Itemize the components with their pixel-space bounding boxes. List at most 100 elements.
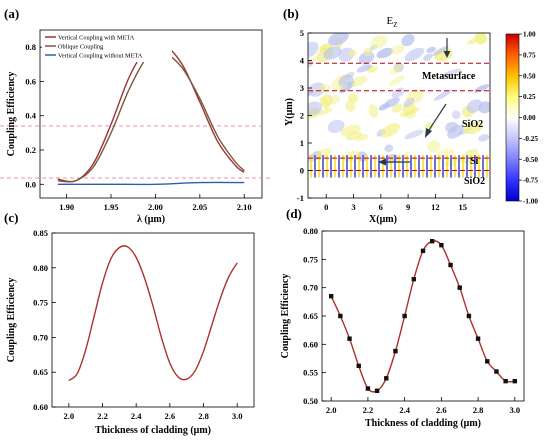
- guided-mode-stripe: [474, 155, 476, 178]
- panel-d-chart: 2.0 2.2 2.4 2.6 2.8 3.0 0.50 0.55 0.60 0.65 0.70 0.…: [280, 226, 525, 429]
- y-tick-label: 0.60: [33, 402, 48, 412]
- field-lobe: [323, 46, 342, 60]
- field-lobe: [312, 148, 333, 160]
- panel-a-plot-frame: [39, 29, 263, 199]
- y-tick-label: 1: [300, 138, 304, 148]
- field-lobe: [370, 35, 388, 49]
- field-lobe: [451, 110, 461, 120]
- guided-mode-stripe: [454, 155, 456, 178]
- guided-mode-stripe: [382, 155, 384, 178]
- legend-entry-2: Oblique Coupling: [58, 44, 104, 51]
- panel-a-ylabel: Coupling Efficiency: [6, 72, 17, 157]
- guided-mode-stripe: [482, 155, 484, 178]
- panel-b-title: EZ: [386, 15, 397, 29]
- guided-mode-stripe: [446, 155, 448, 178]
- field-lobe: [355, 133, 369, 142]
- panel-d-xlabel: Thickness of cladding (μm): [365, 418, 481, 429]
- colorbar-tick-label: 0.50: [523, 72, 536, 80]
- y-tick-label: 0.70: [303, 283, 318, 293]
- y-tick-label: 0.75: [33, 298, 48, 308]
- field-lobe: [401, 34, 415, 47]
- y-tick-label: 0.55: [303, 368, 318, 378]
- x-tick-label: 2.0: [326, 405, 337, 415]
- colorbar-tick-label: 1.00: [523, 31, 536, 39]
- field-lobe: [426, 46, 437, 54]
- data-point: [384, 376, 389, 381]
- field-lobe: [308, 41, 319, 59]
- data-point: [411, 276, 417, 282]
- x-tick-label: 3: [351, 202, 355, 212]
- guided-mode-stripe: [486, 155, 488, 178]
- data-point: [420, 248, 426, 254]
- guided-mode-stripe: [354, 155, 356, 178]
- field-lobe: [384, 144, 394, 153]
- y-tick-label: 3: [300, 83, 304, 93]
- guided-mode-stripe: [438, 155, 440, 178]
- colorbar-tick-label: 0.75: [523, 51, 536, 59]
- y-tick-label: 0.80: [33, 263, 48, 273]
- guided-mode-stripe: [314, 155, 316, 178]
- guided-mode-stripe: [462, 155, 464, 178]
- field-lobe: [441, 68, 461, 78]
- guided-mode-stripe: [478, 155, 480, 178]
- guided-mode-stripe: [386, 155, 388, 178]
- field-lobe: [348, 49, 357, 57]
- x-tick-label: 1.95: [104, 202, 119, 212]
- y-tick-label: 0.85: [33, 228, 48, 238]
- x-tick-label: 2.0: [64, 411, 75, 421]
- field-lobe: [474, 33, 488, 45]
- field-lobe: [406, 89, 424, 105]
- guided-mode-stripe: [458, 155, 460, 178]
- y-tick-label: 2: [300, 111, 304, 121]
- field-lobe: [363, 47, 373, 57]
- x-tick-label: 12: [431, 202, 440, 212]
- panel-b-xlabel: X(μm): [369, 214, 397, 225]
- data-point: [512, 378, 518, 384]
- guided-mode-stripe: [342, 155, 344, 178]
- guided-mode-stripe: [326, 155, 328, 178]
- y-tick-label: 0.65: [303, 311, 318, 321]
- field-lobe: [398, 151, 410, 160]
- guided-mode-stripe: [378, 155, 380, 178]
- panel-d-plot-frame: [321, 230, 525, 402]
- y-tick-label: 0.70: [33, 332, 48, 342]
- series-line-3: [57, 181, 245, 186]
- x-tick-label: 6: [379, 202, 383, 212]
- y-tick-label: 0.2: [25, 145, 36, 155]
- data-point: [494, 369, 499, 374]
- field-lobe: [338, 74, 354, 88]
- field-lobe: [427, 140, 441, 153]
- field-lobe: [405, 109, 417, 120]
- field-lobe: [376, 47, 393, 59]
- field-lobe: [404, 47, 425, 62]
- colorbar-tick-label: -1.00: [523, 198, 538, 206]
- panel-d-ylabel: Coupling Efficiency: [280, 274, 291, 359]
- x-tick-label: 9: [406, 202, 410, 212]
- x-tick-label: 2.8: [473, 405, 484, 415]
- guided-mode-stripe: [418, 155, 420, 178]
- y-tick-label: 0.80: [303, 226, 318, 236]
- field-lobe: [433, 89, 452, 101]
- field-lobe: [391, 87, 405, 98]
- x-tick-label: 2.6: [436, 405, 447, 415]
- annotation-sio2-upper: SiO2: [462, 119, 483, 130]
- panel-label-b: (b): [283, 6, 299, 21]
- guided-mode-stripe: [334, 155, 336, 178]
- field-lobe: [328, 33, 349, 46]
- panel-c-xlabel: Thickness of cladding (μm): [95, 425, 211, 436]
- field-lobe: [318, 108, 333, 115]
- field-lobe: [393, 62, 404, 73]
- data-point: [466, 313, 472, 319]
- field-lobe: [368, 104, 379, 118]
- colorbar-tick-label: 0.00: [523, 114, 536, 122]
- data-point: [457, 285, 462, 290]
- arrow-diagonal-icon: [425, 103, 447, 138]
- guided-mode-stripe: [430, 155, 432, 178]
- y-tick-label: 0.0: [25, 179, 36, 189]
- x-tick-label: 3.0: [232, 411, 243, 421]
- annotation-sio2-lower: SiO2: [464, 176, 485, 187]
- guided-mode-stripe: [358, 155, 360, 178]
- field-lobe: [445, 121, 458, 133]
